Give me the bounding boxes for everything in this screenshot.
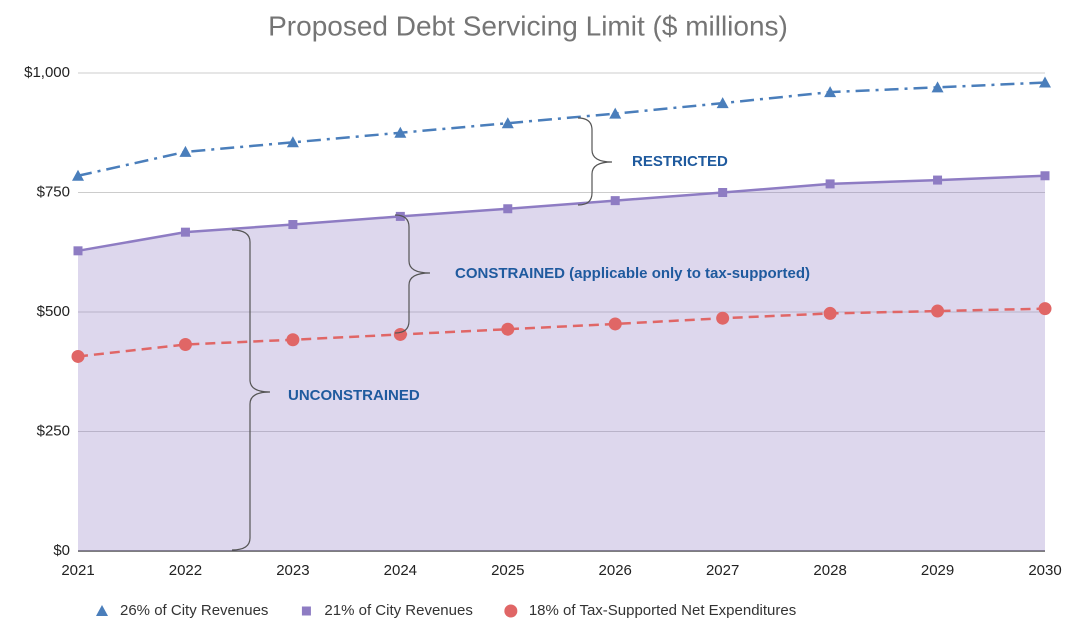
marker [72,169,84,181]
y-tick-label: $500 [37,303,70,320]
marker [716,311,730,325]
marker [395,211,405,221]
marker [178,338,192,352]
series-line [77,81,1046,177]
marker [501,322,515,336]
marker [96,605,108,616]
x-tick-label: 2023 [276,562,309,579]
marker [501,117,514,129]
marker [71,349,85,363]
marker [608,317,622,331]
y-tick-label: $1,000 [24,64,70,81]
marker [286,136,299,148]
series-line [77,174,1046,253]
marker [504,604,518,618]
x-tick-label: 2021 [61,562,94,579]
marker [286,333,300,347]
marker [933,175,943,185]
marker [288,220,298,230]
marker [301,606,311,616]
x-tick-label: 2029 [921,562,954,579]
y-tick-label: $0 [53,542,70,559]
marker [394,126,407,138]
marker [931,81,944,93]
x-tick-label: 2030 [1028,562,1061,579]
brace [231,229,271,551]
marker [1040,171,1050,181]
marker [1039,76,1051,88]
marker [824,86,837,98]
area [78,175,1045,551]
chart-title: Proposed Debt Servicing Limit ($ million… [268,10,788,41]
marker [823,306,837,320]
marker [931,304,945,318]
marker [73,246,83,256]
series-line [77,307,1046,358]
x-tick-label: 2024 [384,562,417,579]
annotation: UNCONSTRAINED [288,387,420,404]
x-tick-label: 2027 [706,562,739,579]
y-tick-label: $250 [37,422,70,439]
x-tick-label: 2022 [169,562,202,579]
marker [610,196,620,206]
y-tick-label: $750 [37,183,70,200]
marker [718,188,728,197]
brace [577,117,613,206]
marker [180,227,190,237]
marker [1038,302,1052,316]
marker [179,145,192,157]
x-tick-label: 2025 [491,562,524,579]
brace [394,214,431,334]
marker [716,97,729,109]
legend-label: 18% of Tax-Supported Net Expenditures [529,602,796,619]
grid [78,72,1045,552]
annotation: CONSTRAINED (applicable only to tax-supp… [455,265,810,282]
marker [825,179,835,189]
plot [71,76,1052,551]
marker [609,107,622,119]
legend-label: 21% of City Revenues [324,602,472,619]
x-tick-label: 2028 [813,562,846,579]
marker [503,204,513,214]
annotation: RESTRICTED [632,153,728,170]
x-tick-label: 2026 [599,562,632,579]
legend-label: 26% of City Revenues [120,602,268,619]
